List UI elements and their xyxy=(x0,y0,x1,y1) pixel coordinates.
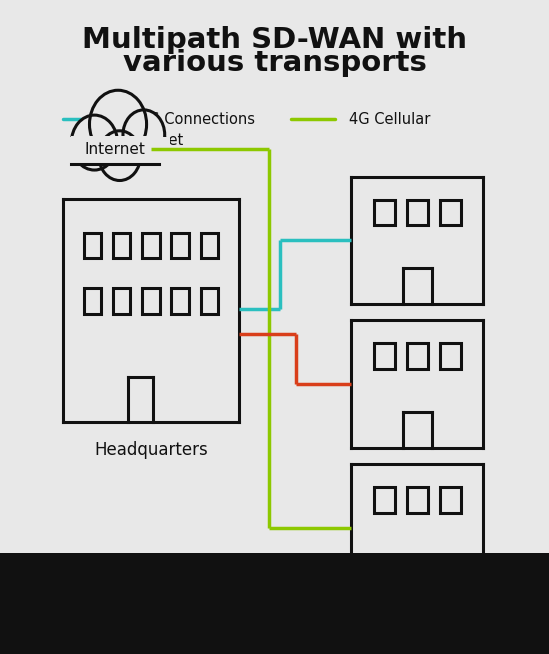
Text: Internet: Internet xyxy=(85,142,145,156)
Text: 4G Cellular: 4G Cellular xyxy=(349,112,430,126)
FancyBboxPatch shape xyxy=(71,136,159,161)
Text: Multipath SD-WAN with: Multipath SD-WAN with xyxy=(82,26,467,54)
FancyBboxPatch shape xyxy=(60,137,170,165)
Circle shape xyxy=(71,115,117,170)
Text: Ethernet: Ethernet xyxy=(121,133,184,148)
Bar xyxy=(0,553,549,654)
Text: various transports: various transports xyxy=(122,49,427,77)
Text: Branches: Branches xyxy=(378,613,456,632)
Text: MPLS Connections: MPLS Connections xyxy=(121,112,255,126)
Circle shape xyxy=(89,90,147,158)
Circle shape xyxy=(123,110,165,160)
Text: Headquarters: Headquarters xyxy=(94,441,208,460)
Circle shape xyxy=(99,131,141,181)
